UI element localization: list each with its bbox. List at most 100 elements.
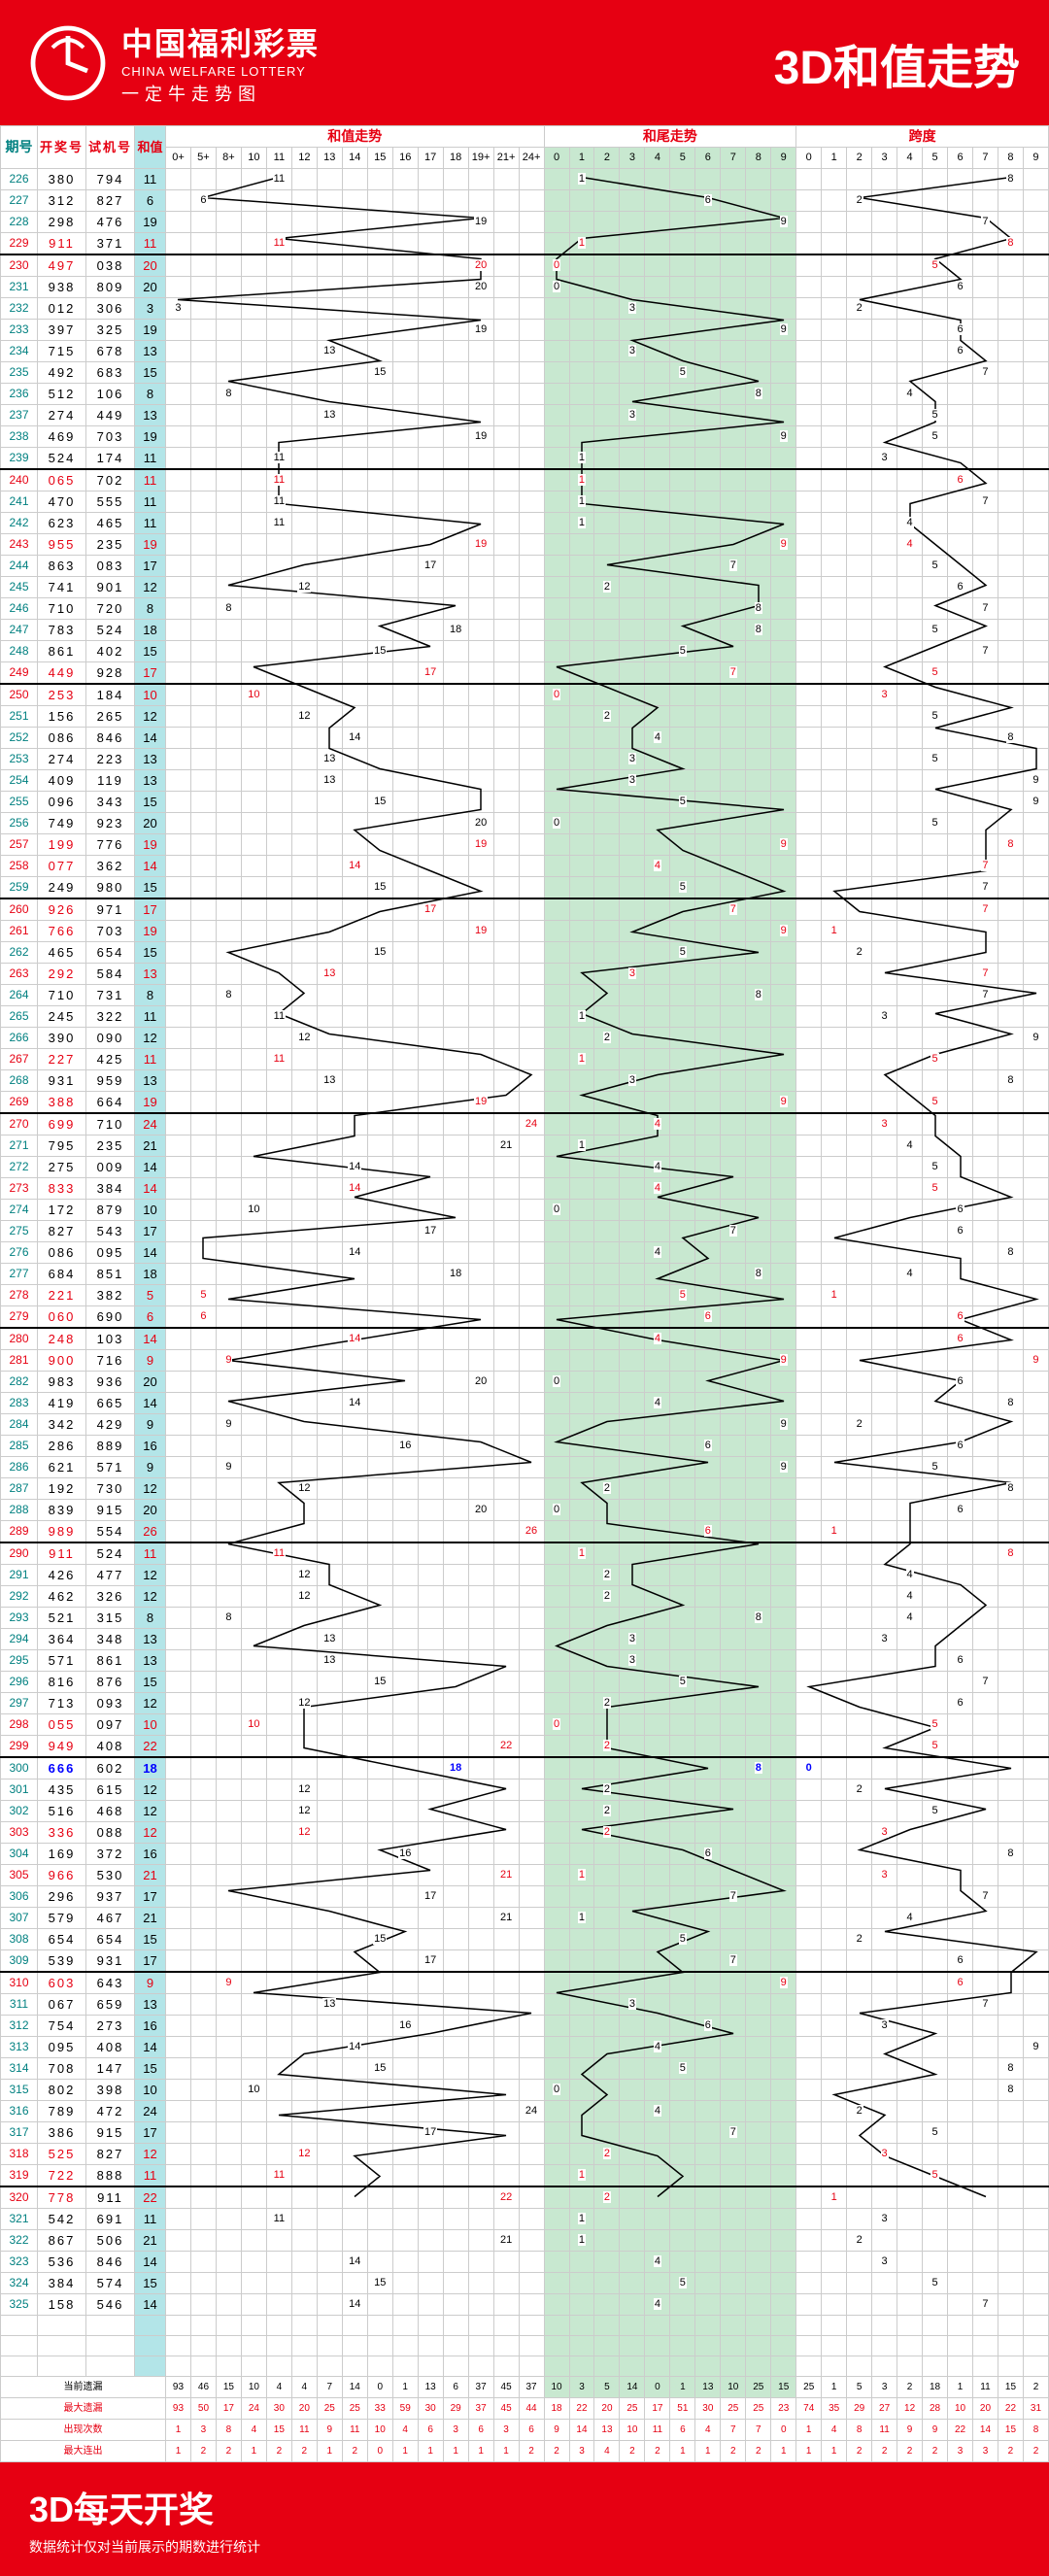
span-point: 6: [948, 1693, 973, 1714]
sum-cell: 11: [135, 2165, 166, 2187]
sum-cell: 13: [135, 1994, 166, 2016]
sum-cell: 17: [135, 1886, 166, 1908]
draw-cell: 666: [38, 1757, 86, 1779]
sum-cell: 6: [135, 190, 166, 212]
sum-cell: 13: [135, 1070, 166, 1092]
data-row: 294364348131333: [1, 1629, 1049, 1650]
tail-point: 5: [670, 942, 695, 964]
sum-cell: 21: [135, 1865, 166, 1886]
data-row: 308654654151552: [1, 1929, 1049, 1950]
sum-cell: 21: [135, 2230, 166, 2252]
issue-cell: 272: [1, 1157, 38, 1178]
issue-cell: 294: [1, 1629, 38, 1650]
span-point: 0: [796, 1757, 822, 1779]
span-bucket-header: 1: [822, 148, 847, 169]
draw-cell: 470: [38, 491, 86, 513]
sum-cell: 15: [135, 1929, 166, 1950]
chart-container: 期号开奖号试机号和值和值走势和尾走势跨度0+5+8+10111213141516…: [0, 125, 1049, 2462]
span-point: 3: [872, 2252, 897, 2273]
sum-point: 15: [367, 1929, 392, 1950]
span-point: 5: [923, 1157, 948, 1178]
sum-cell: 11: [135, 491, 166, 513]
draw-cell: 749: [38, 813, 86, 834]
sum-point: 5: [190, 1285, 216, 1306]
sum-point: 15: [367, 877, 392, 899]
tail-bucket-header: 0: [544, 148, 569, 169]
test-cell: 571: [86, 1457, 135, 1478]
issue-cell: 285: [1, 1436, 38, 1457]
sum-cell: 10: [135, 1714, 166, 1736]
sum-cell: 11: [135, 469, 166, 491]
data-row: 268931959131338: [1, 1070, 1049, 1092]
data-row: 229911371111118: [1, 233, 1049, 255]
span-point: 5: [923, 813, 948, 834]
data-row: 263292584131337: [1, 964, 1049, 985]
span-point: 8: [998, 169, 1023, 190]
draw-cell: 516: [38, 1801, 86, 1822]
span-point: 5: [923, 1714, 948, 1736]
span-point: 7: [973, 1672, 998, 1693]
test-cell: 476: [86, 212, 135, 233]
draw-cell: 708: [38, 2058, 86, 2080]
sum-cell: 21: [135, 1908, 166, 1929]
draw-cell: 827: [38, 1221, 86, 1242]
sum-bucket-header: 5+: [190, 148, 216, 169]
span-point: 7: [973, 598, 998, 620]
span-point: 6: [948, 1200, 973, 1221]
span-point: 5: [923, 1801, 948, 1822]
issue-cell: 259: [1, 877, 38, 899]
test-cell: 265: [86, 706, 135, 728]
data-row: 297713093121226: [1, 1693, 1049, 1714]
tail-point: 1: [569, 1908, 594, 1929]
test-cell: 477: [86, 1565, 135, 1586]
sum-point: 13: [317, 770, 342, 792]
issue-cell: 271: [1, 1135, 38, 1157]
draw-cell: 579: [38, 1908, 86, 1929]
test-cell: 716: [86, 1350, 135, 1372]
draw-cell: 286: [38, 1436, 86, 1457]
tail-point: 5: [670, 1672, 695, 1693]
data-row: 247783524181885: [1, 620, 1049, 641]
span-point: 9: [1023, 1028, 1048, 1049]
span-point: 2: [847, 942, 872, 964]
test-cell: 371: [86, 233, 135, 255]
sum-point: 15: [367, 362, 392, 384]
tail-point: 5: [670, 362, 695, 384]
sum-cell: 12: [135, 706, 166, 728]
span-point: 9: [1023, 2037, 1048, 2058]
sum-point: 8: [216, 985, 241, 1006]
data-row: 2935213158884: [1, 1608, 1049, 1629]
issue-cell: 308: [1, 1929, 38, 1950]
test-cell: 506: [86, 2230, 135, 2252]
span-point: 2: [847, 298, 872, 320]
span-point: 6: [948, 577, 973, 598]
data-row: 235492683151557: [1, 362, 1049, 384]
sum-point: 14: [342, 1157, 367, 1178]
test-cell: 095: [86, 1242, 135, 1264]
issue-cell: 307: [1, 1908, 38, 1929]
data-row: 320778911222221: [1, 2186, 1049, 2209]
sum-cell: 22: [135, 2186, 166, 2209]
col-header: 期号: [1, 126, 38, 169]
tail-point: 3: [620, 405, 645, 426]
issue-cell: 250: [1, 684, 38, 706]
data-row: 273833384141445: [1, 1178, 1049, 1200]
span-point: 2: [847, 2101, 872, 2122]
sum-cell: 15: [135, 2273, 166, 2294]
test-cell: 554: [86, 1521, 135, 1543]
issue-cell: 260: [1, 898, 38, 921]
issue-cell: 320: [1, 2186, 38, 2209]
footer: 3D每天开奖 数据统计仅对当前展示的期数进行统计: [0, 2462, 1049, 2576]
span-point: 7: [973, 212, 998, 233]
draw-cell: 192: [38, 1478, 86, 1500]
data-row: 324384574151555: [1, 2273, 1049, 2294]
issue-cell: 303: [1, 1822, 38, 1844]
sum-cell: 12: [135, 1586, 166, 1608]
span-point: 6: [948, 1950, 973, 1973]
span-point: 4: [897, 1586, 923, 1608]
test-cell: 530: [86, 1865, 135, 1886]
stat-label: 最大连出: [1, 2441, 166, 2462]
issue-cell: 304: [1, 1844, 38, 1865]
span-point: 4: [897, 513, 923, 534]
data-row: 298055097101005: [1, 1714, 1049, 1736]
